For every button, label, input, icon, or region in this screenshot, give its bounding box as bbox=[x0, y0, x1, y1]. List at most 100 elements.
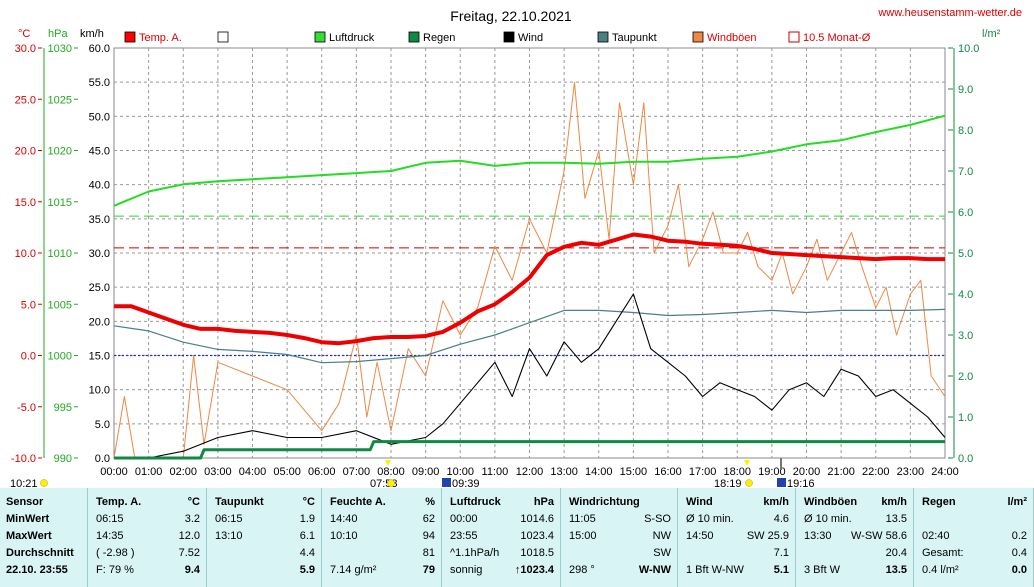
rain-tick: 4.0 bbox=[958, 289, 973, 301]
sunrise-icon bbox=[387, 479, 395, 487]
table-value: 4.4 bbox=[299, 547, 315, 559]
table-header: Temp. A. bbox=[96, 496, 142, 508]
table-value: 94 bbox=[422, 530, 435, 542]
time-tick: 17:00 bbox=[689, 466, 717, 478]
table-header: Wind bbox=[686, 496, 713, 508]
time-tick: 04:00 bbox=[239, 466, 267, 478]
table-cell: sonnig bbox=[450, 564, 483, 576]
wind-tick: 55.0 bbox=[89, 77, 110, 89]
sunset-icon bbox=[745, 479, 753, 487]
temp-tick: 0.0 bbox=[21, 351, 36, 363]
table-value: W-NW bbox=[638, 564, 671, 576]
rain-tick: 7.0 bbox=[958, 166, 973, 178]
weather-chart: Freitag, 22.10.2021 www.heusenstamm-wett… bbox=[10, 7, 1022, 488]
legend-swatch bbox=[408, 31, 420, 43]
wind-tick: 40.0 bbox=[89, 180, 110, 192]
table-cell: Ø 10 min. bbox=[686, 513, 734, 525]
table-column: Temp. A. °C 06:15 3.2 14:35 12.0 ( -2.98 ) 7.52… bbox=[88, 488, 207, 587]
table-value: 7.1 bbox=[773, 547, 789, 559]
table-header-unit: l/m² bbox=[1007, 496, 1027, 508]
legend-swatch bbox=[692, 31, 704, 43]
sunny-start-label: 09:39 bbox=[452, 478, 480, 488]
table-column: Wind km/h Ø 10 min. 4.6 14:50 SW 25.9 7.1 1 Bft… bbox=[678, 488, 796, 587]
wind-tick: 60.0 bbox=[89, 43, 110, 55]
sunny-end-icon bbox=[777, 478, 786, 487]
table-value: 81 bbox=[422, 547, 435, 559]
legend-swatch bbox=[124, 31, 136, 43]
table-value: 13.5 bbox=[885, 564, 907, 576]
pressure-tick: 1025 bbox=[48, 94, 72, 106]
time-tick: 06:00 bbox=[308, 466, 336, 478]
time-tick: 05:00 bbox=[273, 466, 301, 478]
table-value: 7.52 bbox=[178, 547, 200, 559]
table-header: Luftdruck bbox=[450, 496, 501, 508]
pressure-tick: 1020 bbox=[48, 146, 72, 158]
table-value: 5.9 bbox=[299, 564, 315, 576]
table-header-unit: hPa bbox=[533, 496, 554, 508]
pressure-tick: 1005 bbox=[48, 299, 72, 311]
table-header: Taupunkt bbox=[215, 496, 264, 508]
table-value: SW 25.9 bbox=[746, 530, 789, 542]
time-tick: 08:00 bbox=[377, 466, 405, 478]
temp-tick: 10.0 bbox=[15, 248, 36, 260]
table-cell: MaxWert bbox=[6, 530, 52, 542]
table-value: 20.4 bbox=[885, 547, 907, 559]
table-cell: 3 Bft W bbox=[804, 564, 841, 576]
wind-tick: 35.0 bbox=[89, 214, 110, 226]
wind-tick: 45.0 bbox=[89, 146, 110, 158]
table-cell: 02:40 bbox=[922, 530, 950, 542]
table-cell: ^1.1hPa/h bbox=[450, 547, 500, 559]
pressure-tick: 1015 bbox=[48, 197, 72, 209]
legend-label: Regen bbox=[423, 32, 455, 44]
rain-tick: 10.0 bbox=[958, 43, 979, 55]
rain-tick: 9.0 bbox=[958, 84, 973, 96]
series-line-luftdruck bbox=[113, 114, 946, 207]
time-tick: 16:00 bbox=[654, 466, 682, 478]
time-tick: 22:00 bbox=[862, 466, 890, 478]
table-cell: 14:35 bbox=[96, 530, 124, 542]
pressure-tick: 990 bbox=[54, 453, 72, 465]
wind-tick: 20.0 bbox=[89, 316, 110, 328]
table-value: NW bbox=[652, 530, 671, 542]
wind-tick: 5.0 bbox=[95, 419, 110, 431]
series-line-regen bbox=[114, 440, 945, 460]
sunny-end-label: 19:16 bbox=[787, 478, 815, 488]
table-value: 62 bbox=[422, 513, 435, 525]
pressure-tick: 1010 bbox=[48, 248, 72, 260]
table-value: 0.4 bbox=[1011, 547, 1027, 559]
table-cell: 7.14 g/m² bbox=[330, 564, 377, 576]
chart-legend: Temp. A. Luftdruck Regen Wind Taupunkt Windbö… bbox=[124, 31, 871, 44]
temp-tick: -10.0 bbox=[11, 453, 36, 465]
table-cell: 13:30 bbox=[804, 530, 832, 542]
table-value: 9.4 bbox=[184, 564, 200, 576]
table-value: W-SW 58.6 bbox=[850, 530, 907, 542]
table-header: Regen bbox=[922, 496, 956, 508]
table-value: 5.1 bbox=[773, 564, 789, 576]
table-column: Windböen km/h Ø 10 min. 13.5 13:30 W-SW 58.6 2… bbox=[796, 488, 914, 587]
table-column: Luftdruck hPa 00:00 1014.6 23:55 1023.4 ^1.1hP… bbox=[442, 488, 561, 587]
site-link[interactable]: www.heusenstamm-wetter.de bbox=[877, 7, 1022, 19]
table-cell: ( -2.98 ) bbox=[96, 547, 135, 559]
table-cell: 0.4 l/m² bbox=[922, 564, 959, 576]
table-cell: F: 79 % bbox=[96, 564, 134, 576]
pressure-tick: 1000 bbox=[48, 351, 72, 363]
table-column: Regen l/m² 02:40 0.2 Gesamt: 0.4 0.4 l/m² 0.0 bbox=[914, 488, 1034, 587]
table-value: 4.6 bbox=[773, 513, 789, 525]
stats-table: Sensor MinWert MaxWert Durchschnitt 22.10. 2… bbox=[0, 488, 1034, 587]
rain-tick: 3.0 bbox=[958, 330, 973, 342]
table-cell: Gesamt: bbox=[922, 547, 964, 559]
time-tick: 24:00 bbox=[931, 466, 959, 478]
table-value: 1018.5 bbox=[520, 547, 554, 559]
table-value: 1.9 bbox=[299, 513, 315, 525]
time-tick: 00:00 bbox=[100, 466, 128, 478]
time-tick: 09:00 bbox=[412, 466, 440, 478]
table-header: Windrichtung bbox=[569, 496, 640, 508]
table-cell: 13:10 bbox=[215, 530, 243, 542]
temp-tick: 25.0 bbox=[15, 94, 36, 106]
unit-pressure: hPa bbox=[48, 28, 68, 40]
table-column: Taupunkt °C 06:15 1.9 13:10 6.1 4.4 5.9 bbox=[207, 488, 322, 587]
table-cell: 23:55 bbox=[450, 530, 478, 542]
time-tick: 02:00 bbox=[169, 466, 197, 478]
table-cell: 06:15 bbox=[96, 513, 124, 525]
wind-tick: 50.0 bbox=[89, 111, 110, 123]
